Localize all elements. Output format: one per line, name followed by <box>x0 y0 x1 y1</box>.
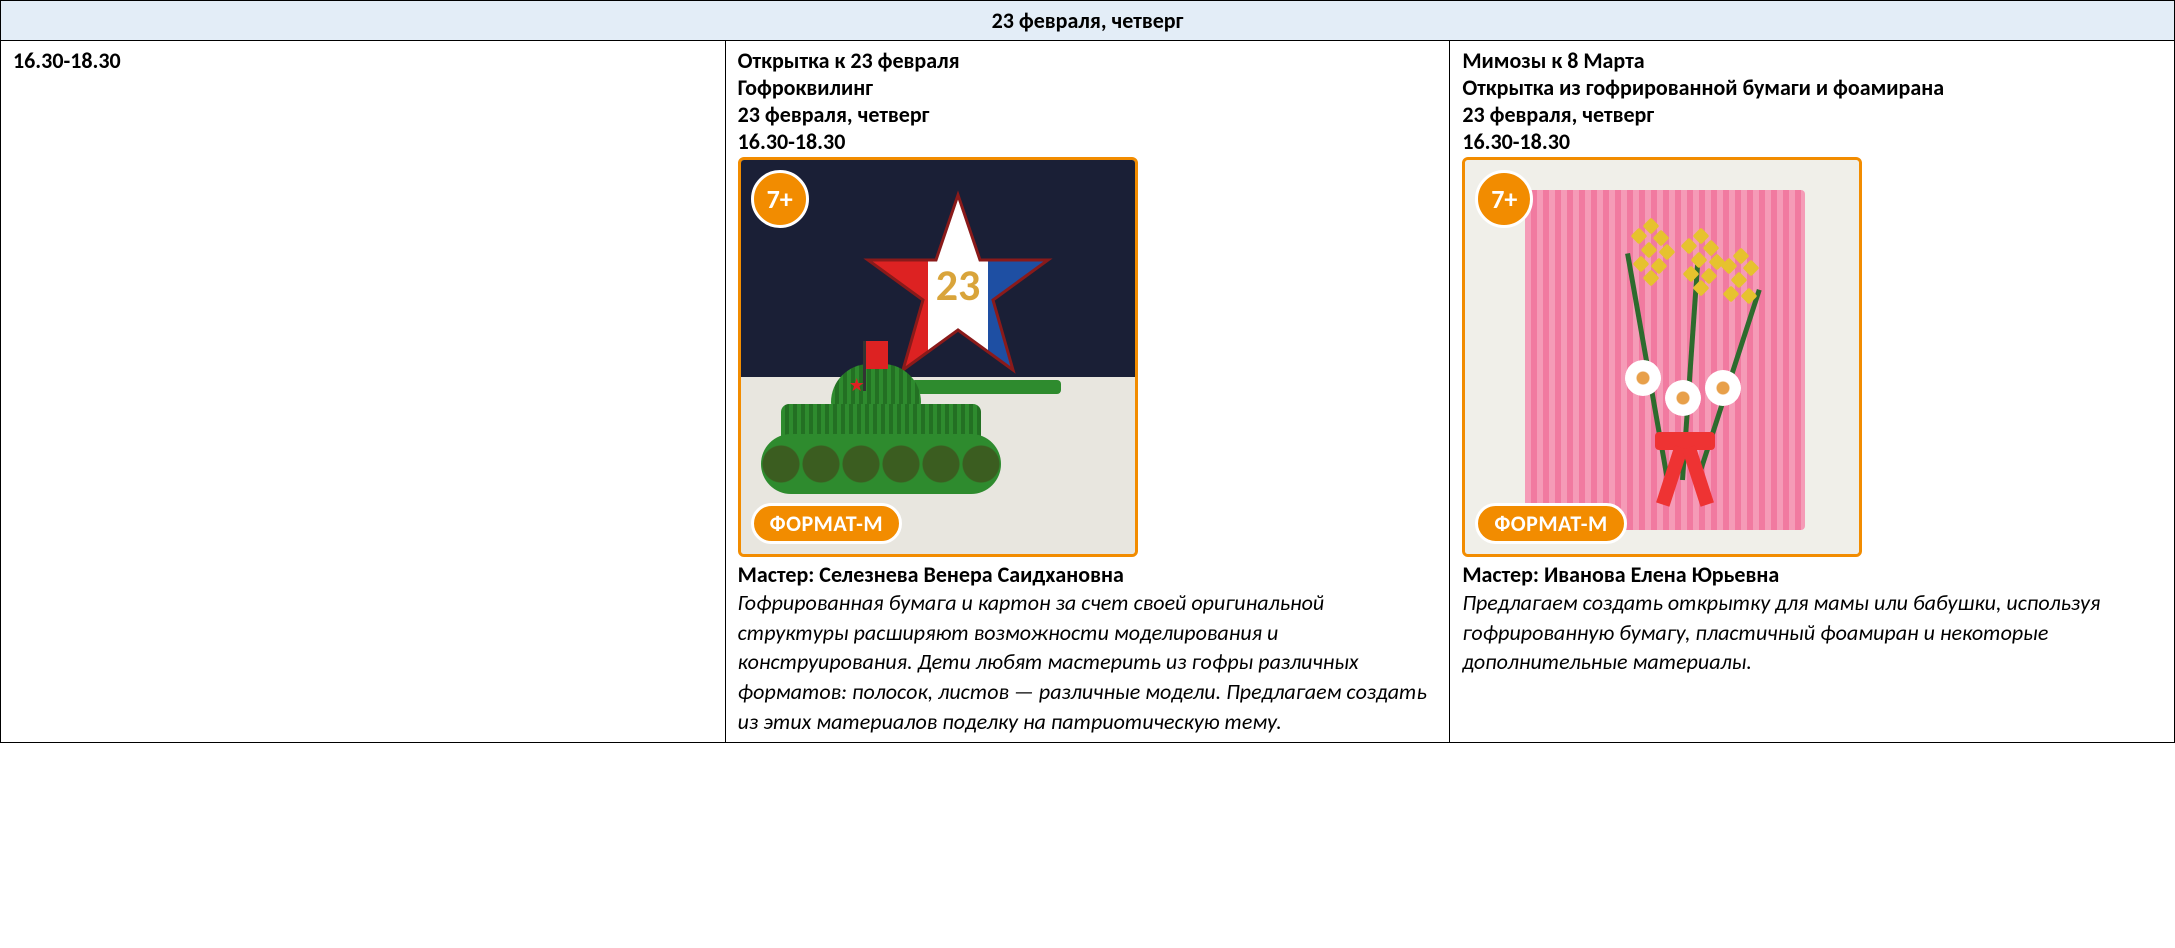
event-card-mimosa: 7+ ФОРМАТ-М <box>1462 157 1862 557</box>
event-time: 16.30-18.30 <box>1462 128 2162 155</box>
event-subtitle: Открытка из гофрированной бумаги и фоами… <box>1462 74 2162 101</box>
event-title: Мимозы к 8 Марта <box>1462 47 2162 74</box>
event-date: 23 февраля, четверг <box>738 101 1438 128</box>
format-pill: ФОРМАТ-М <box>751 503 902 544</box>
event-master: Мастер: Селезнева Венера Саидхановна <box>738 561 1438 588</box>
day-header: 23 февраля, четверг <box>1 1 2175 41</box>
event-description: Гофрированная бумага и картон за счет св… <box>738 588 1438 736</box>
event-cell-1: Открытка к 23 февраля Гофроквилинг 23 фе… <box>725 41 1450 743</box>
age-badge: 7+ <box>751 170 809 228</box>
event-title: Открытка к 23 февраля <box>738 47 1438 74</box>
time-cell: 16.30-18.30 <box>1 41 726 743</box>
event-subtitle: Гофроквилинг <box>738 74 1438 101</box>
age-badge: 7+ <box>1475 170 1533 228</box>
event-time: 16.30-18.30 <box>738 128 1438 155</box>
event-date: 23 февраля, четверг <box>1462 101 2162 128</box>
event-card-tank: 23 ★ 7+ ФОРМАТ-М <box>738 157 1138 557</box>
table-row: 16.30-18.30 Открытка к 23 февраля Гофрок… <box>1 41 2175 743</box>
svg-text:23: 23 <box>935 258 980 312</box>
schedule-table: 23 февраля, четверг 16.30-18.30 Открытка… <box>0 0 2175 743</box>
format-pill: ФОРМАТ-М <box>1475 503 1626 544</box>
event-cell-2: Мимозы к 8 Марта Открытка из гофрированн… <box>1450 41 2175 743</box>
event-master: Мастер: Иванова Елена Юрьевна <box>1462 561 2162 588</box>
tank-icon: ★ <box>761 344 1021 494</box>
bouquet-icon <box>1595 220 1755 480</box>
event-description: Предлагаем создать открытку для мамы или… <box>1462 588 2162 677</box>
